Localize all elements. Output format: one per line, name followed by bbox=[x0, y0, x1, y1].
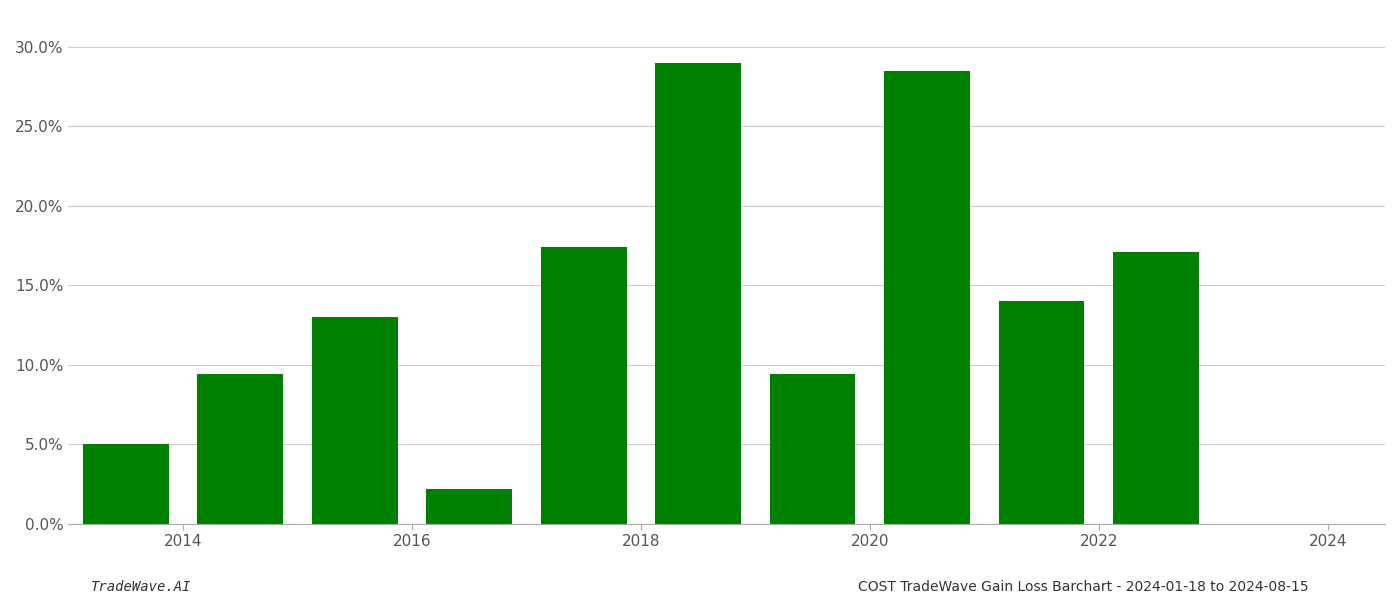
Bar bbox=[1113, 252, 1198, 524]
Bar bbox=[197, 374, 283, 524]
Bar bbox=[998, 301, 1085, 524]
Bar bbox=[770, 374, 855, 524]
Bar bbox=[655, 62, 741, 524]
Text: COST TradeWave Gain Loss Barchart - 2024-01-18 to 2024-08-15: COST TradeWave Gain Loss Barchart - 2024… bbox=[858, 580, 1309, 594]
Bar bbox=[426, 488, 512, 524]
Bar bbox=[885, 71, 970, 524]
Bar bbox=[83, 444, 168, 524]
Bar bbox=[312, 317, 398, 524]
Text: TradeWave.AI: TradeWave.AI bbox=[91, 580, 192, 594]
Bar bbox=[540, 247, 627, 524]
